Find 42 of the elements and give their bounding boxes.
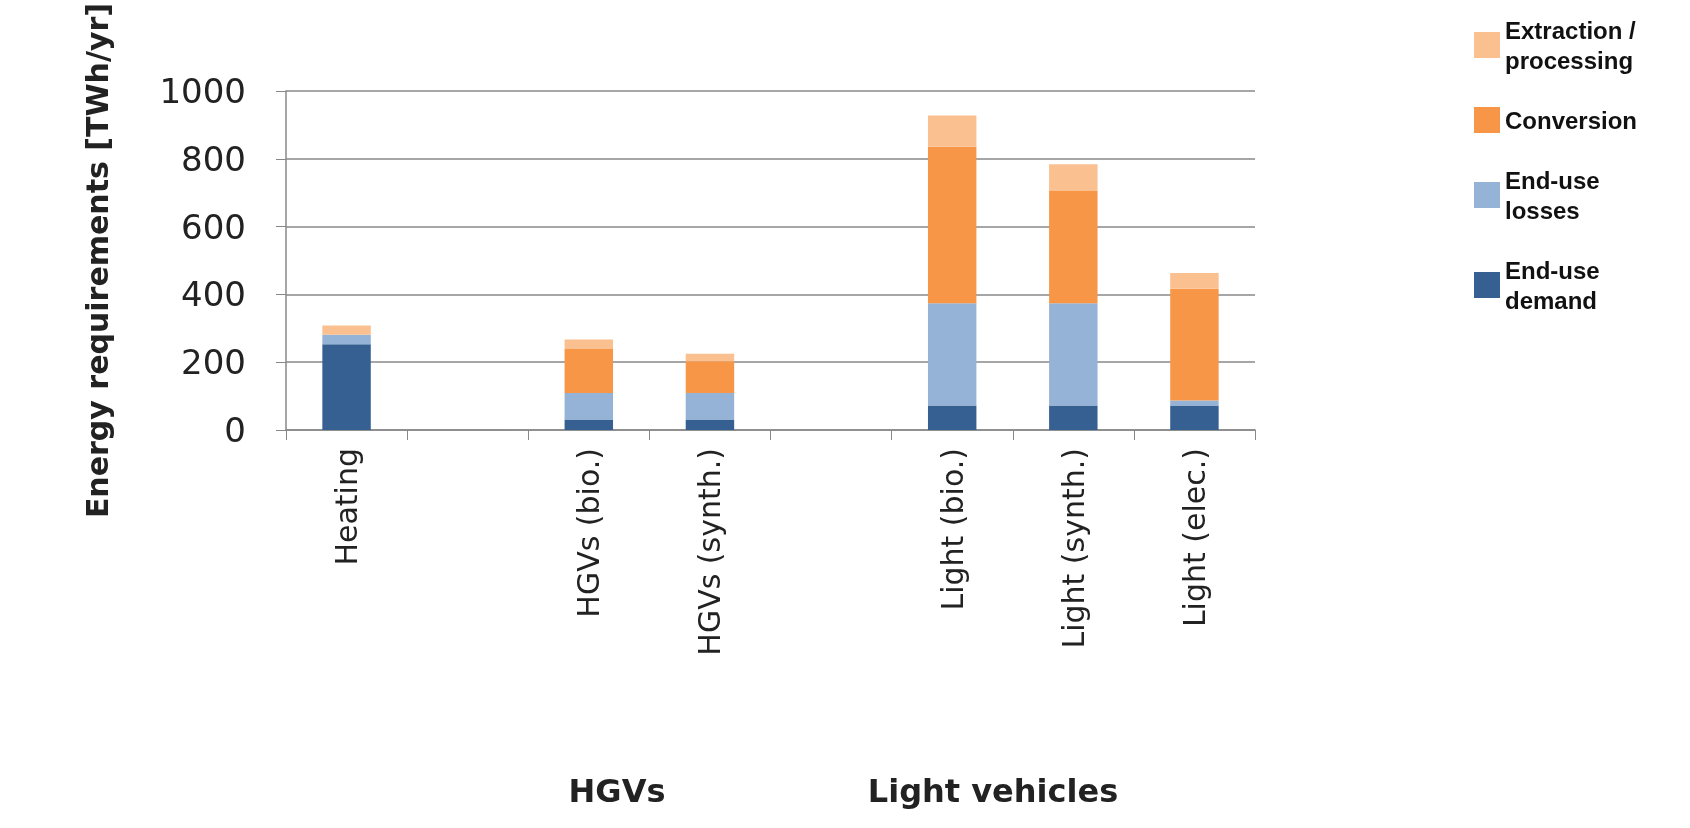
bar — [927, 146, 977, 304]
bar — [1170, 400, 1219, 406]
legend-label: Extraction / processing — [1505, 16, 1643, 74]
y-tick-label: 0 — [224, 410, 246, 450]
y-tick-label: 200 — [181, 342, 246, 383]
bar — [564, 339, 614, 350]
bar — [564, 419, 614, 430]
x-tick-label: Light (bio.) — [934, 448, 970, 611]
bar — [1049, 191, 1098, 304]
x-tick-label: Light (synth.) — [1055, 448, 1091, 649]
legend-label: Conversion — [1505, 106, 1638, 134]
x-tick-label: HGVs (synth.) — [692, 448, 728, 656]
bar — [685, 353, 735, 362]
bar — [1170, 273, 1219, 289]
x-tick-label: Light (elec.) — [1176, 448, 1212, 628]
text: Light vehicles — [867, 772, 1119, 810]
y-tick-label: 1000 — [159, 71, 246, 112]
y-tick-label: 400 — [181, 274, 246, 315]
bar — [927, 303, 977, 406]
x-tick-label: HGVs (bio.) — [571, 448, 607, 618]
bar — [1170, 405, 1219, 430]
bar — [685, 419, 735, 430]
bar — [322, 325, 371, 335]
legend-label: End-use losses — [1505, 166, 1607, 224]
bar — [927, 115, 977, 147]
x-tick-label: Heating — [329, 448, 365, 566]
bar — [1049, 405, 1098, 430]
bar — [1049, 164, 1098, 192]
bar — [927, 405, 977, 430]
bar — [564, 393, 614, 420]
bar — [685, 393, 735, 420]
y-tick-label: 800 — [181, 138, 246, 179]
text: HGVs — [568, 772, 666, 810]
bar — [564, 349, 614, 394]
legend-label: End-use demand — [1505, 256, 1607, 314]
bar — [322, 344, 371, 430]
bar — [685, 361, 735, 394]
y-axis-title: Energy requirements [TWh/yr] — [79, 2, 115, 519]
y-tick-label: 600 — [181, 206, 246, 247]
bar — [1049, 303, 1098, 406]
bar — [1170, 288, 1219, 401]
bar — [322, 334, 371, 345]
